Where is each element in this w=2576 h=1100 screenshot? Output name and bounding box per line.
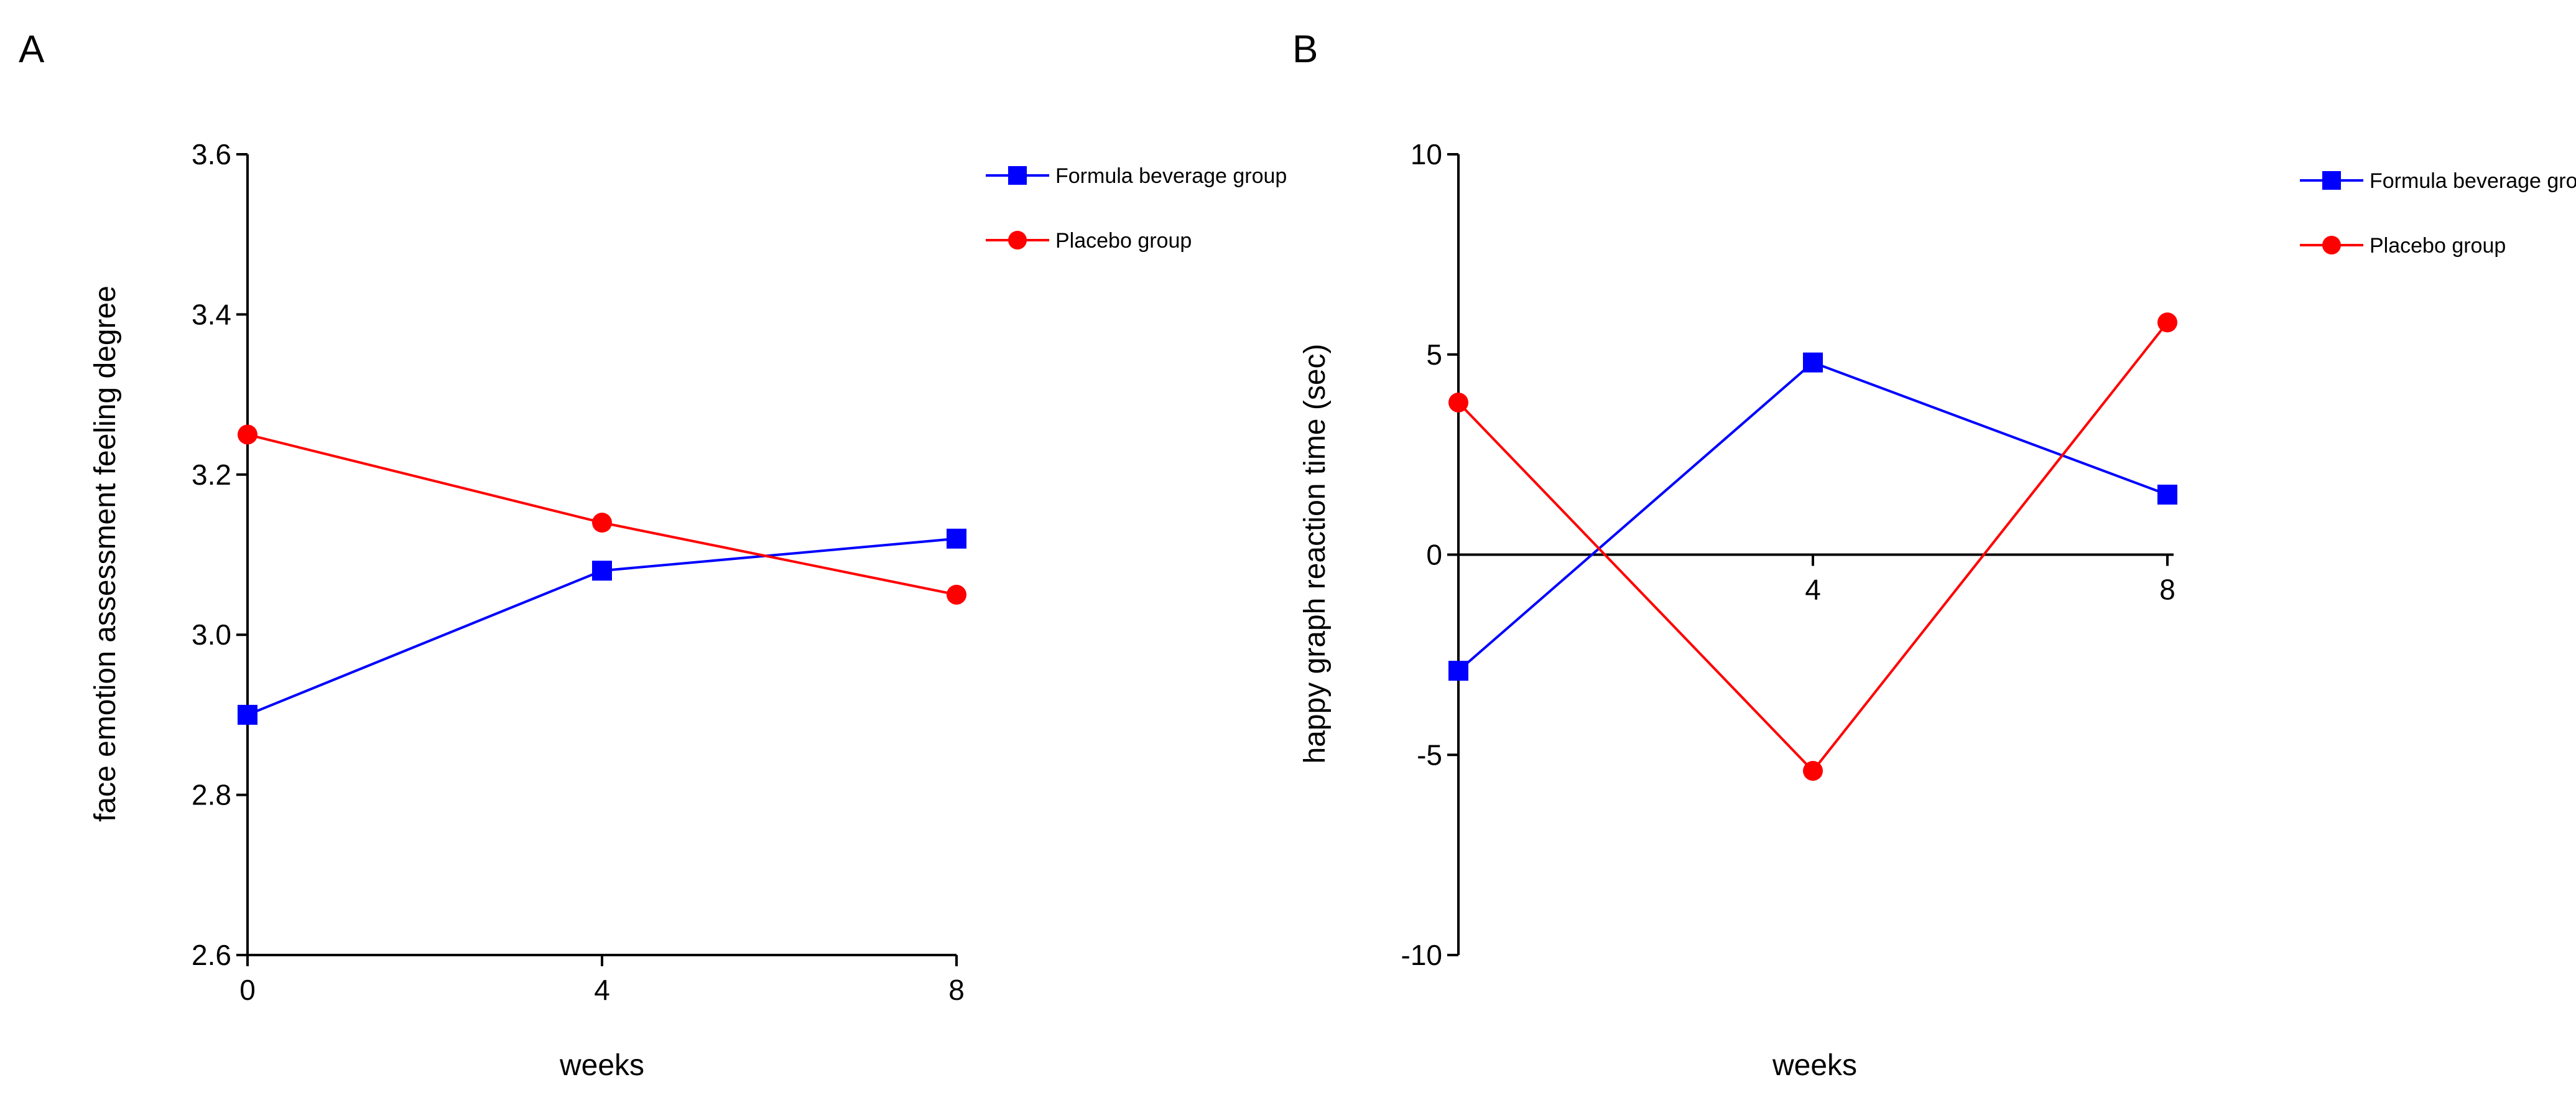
chart-a-y-tick-label: 3.4 [192, 298, 231, 330]
panel-label-b: B [1292, 28, 1318, 71]
chart-a-point-square [947, 528, 966, 549]
chart-a-point-square [238, 704, 257, 725]
chart-b-y-tick-label: 5 [1426, 338, 1442, 371]
chart-a-y-tick-label: 2.6 [192, 939, 231, 971]
chart-b-series-line-1 [1457, 361, 2168, 672]
chart-b-point-circle [1448, 392, 1468, 412]
chart-b-y-label: happy graph reaction time (sec) [1299, 344, 1332, 764]
chart-b-legend-label: Formula beverage group [2370, 169, 2576, 193]
chart-a: 2.6 2.8 3.0 3.2 3.4 3.6 0 4 8 weeks face emotio… [89, 138, 1287, 1082]
chart-a-legend-circle-icon [1008, 231, 1027, 249]
chart-a-y-tick-label: 2.8 [192, 779, 231, 811]
chart-b-legend-label: Placebo group [2370, 234, 2506, 258]
chart-b-x-tick-label: 8 [2159, 574, 2175, 606]
chart-b-legend-square-icon [2322, 171, 2341, 190]
chart-b-y-tick-label: -10 [1401, 939, 1442, 971]
chart-b-legend-circle-icon [2322, 236, 2341, 254]
chart-a-legend-label: Placebo group [1055, 229, 1192, 253]
chart-a-point-circle [592, 513, 612, 533]
chart-a-point-square [592, 561, 612, 581]
chart-b-point-square [1448, 661, 1468, 681]
chart-a-x-tick-label: 8 [948, 974, 965, 1006]
chart-a-y-label: face emotion assessment feeling degree [89, 286, 122, 822]
chart-b-point-circle [1803, 760, 1823, 781]
chart-a-x-tick-label: 0 [239, 974, 256, 1006]
chart-b-y-tick-label: 10 [1411, 138, 1442, 170]
chart-a-x-label: weeks [559, 1049, 644, 1082]
chart-b-point-circle [2157, 312, 2177, 333]
chart-b-x-label: weeks [1772, 1049, 1857, 1082]
chart-b-point-square [1803, 352, 1823, 373]
chart-b-point-square [2157, 484, 2177, 505]
chart-b-x-tick-label: 4 [1805, 574, 1821, 606]
chart-a-point-circle [947, 584, 966, 605]
chart-b: -10 -5 0 5 10 4 8 weeks happy graph reaction … [1299, 138, 2576, 1082]
chart-b-y-tick-label: -5 [1417, 739, 1442, 771]
panel-label-a: A [19, 28, 45, 71]
chart-a-y-tick-label: 3.6 [192, 138, 231, 170]
chart-a-x-tick-label: 4 [594, 974, 610, 1006]
chart-a-legend-label: Formula beverage group [1055, 164, 1287, 188]
chart-a-y-tick-label: 3.0 [192, 618, 231, 651]
chart-a-point-circle [238, 424, 257, 445]
chart-b-series-line-2 [1457, 322, 2169, 773]
chart-b-y-tick-label: 0 [1426, 539, 1442, 571]
chart-a-y-tick-label: 3.2 [192, 459, 231, 491]
chart-a-legend-square-icon [1008, 166, 1027, 185]
